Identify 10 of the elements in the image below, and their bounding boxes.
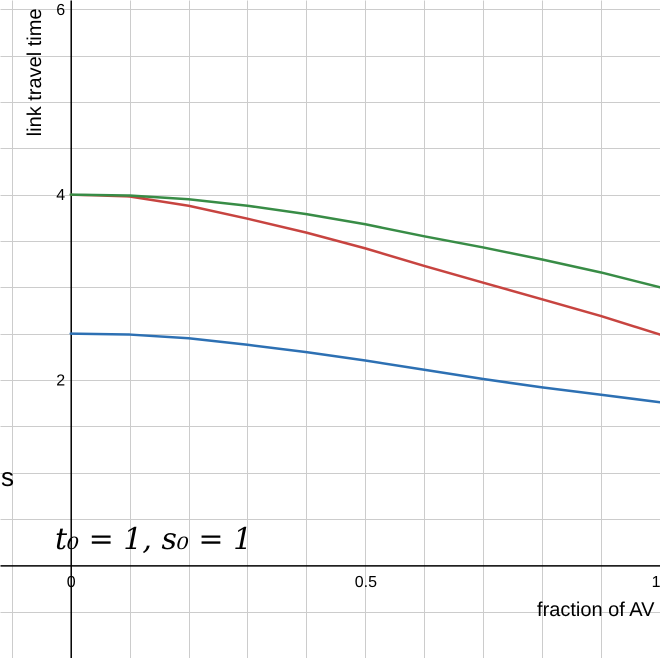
x-tick-label: 1 [652, 574, 660, 591]
x-axis-title: fraction of AV [537, 598, 656, 621]
y-tick-label: 2 [56, 372, 66, 390]
y-tick-label: 4 [56, 187, 66, 204]
annotation: s [1, 462, 14, 492]
line-series [69, 332, 660, 404]
y-axis-title: link travel time [24, 8, 46, 136]
y-tick-label: 6 [56, 2, 66, 19]
x-tick-label: 0.5 [354, 574, 378, 591]
line-series [69, 193, 660, 289]
